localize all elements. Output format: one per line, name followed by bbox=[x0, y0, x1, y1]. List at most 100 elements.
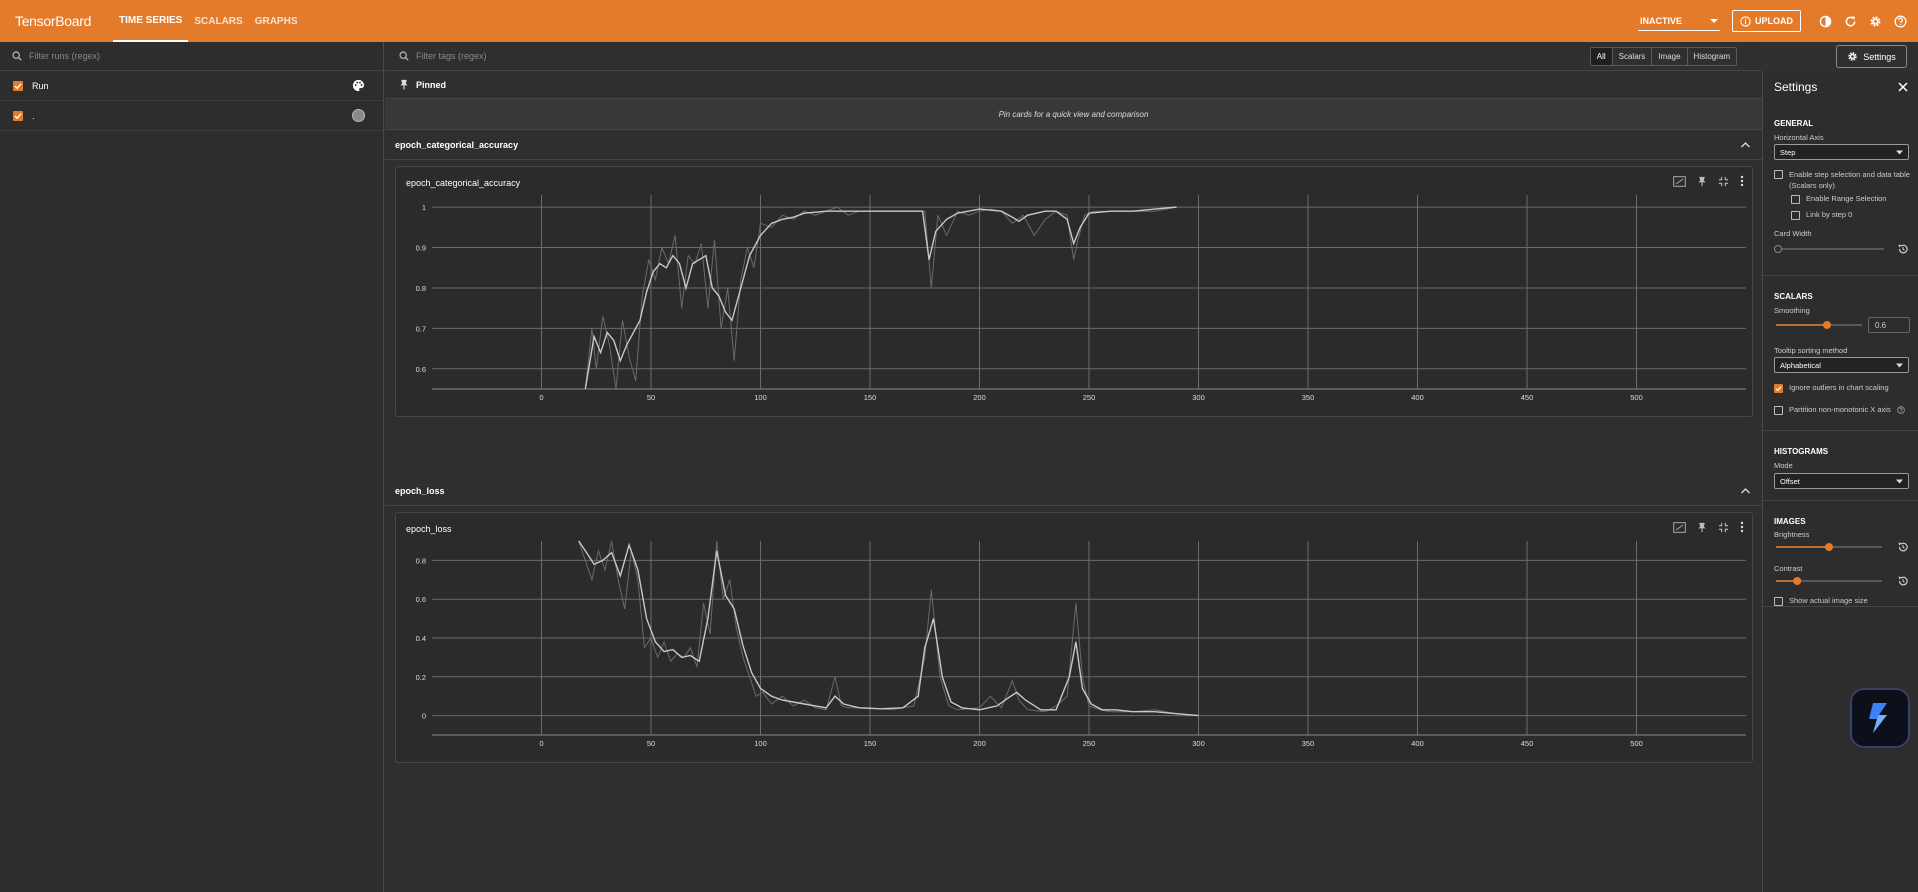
link-step-option[interactable]: Link by step 0 bbox=[1791, 210, 1852, 220]
card-width-slider[interactable] bbox=[1774, 243, 1886, 255]
upload-button[interactable]: UPLOAD bbox=[1732, 10, 1801, 32]
step-selection-sublabel: (Scalars only) bbox=[1789, 181, 1835, 190]
reload-button[interactable] bbox=[1838, 0, 1863, 42]
partition-checkbox[interactable] bbox=[1774, 406, 1783, 415]
reset-icon[interactable] bbox=[1897, 541, 1909, 553]
x-tick-label: 450 bbox=[1521, 393, 1534, 402]
gear-icon bbox=[1870, 15, 1881, 27]
brand-logo[interactable]: TensorBoard bbox=[15, 13, 92, 29]
help-outline-icon[interactable] bbox=[1896, 406, 1905, 414]
group-title: epoch_loss bbox=[395, 486, 445, 496]
fullscreen-icon[interactable] bbox=[1718, 522, 1729, 533]
step-selection-option[interactable]: Enable step selection and data table (Sc… bbox=[1774, 169, 1910, 191]
scalar-card-accuracy: 0.6 0.7 0.8 0.9 1 0 50 100 150 200 250 300 350 400 450… bbox=[395, 166, 1753, 417]
runs-filter[interactable]: Filter runs (regex) bbox=[0, 42, 383, 71]
ignore-outliers-option[interactable]: Ignore outliers in chart scaling bbox=[1774, 383, 1889, 393]
select-all-runs-checkbox[interactable] bbox=[13, 80, 23, 91]
fit-domain-icon[interactable] bbox=[1673, 175, 1686, 187]
chevron-up-icon[interactable] bbox=[1741, 488, 1750, 494]
card-toolbar bbox=[1673, 521, 1744, 533]
run-row[interactable]: . bbox=[0, 101, 383, 131]
card-title: epoch_loss bbox=[406, 524, 452, 534]
partition-option[interactable]: Partition non-monotonic X axis bbox=[1774, 405, 1905, 415]
type-scalars-button[interactable]: Scalars bbox=[1612, 48, 1653, 65]
smoothing-input[interactable]: 0.6 bbox=[1868, 317, 1910, 333]
accuracy-line-chart[interactable]: 0.6 0.7 0.8 0.9 1 0 50 100 150 200 250 300 350 400 450… bbox=[396, 167, 1754, 418]
chevron-up-icon[interactable] bbox=[1741, 142, 1750, 148]
floating-assistant-button[interactable] bbox=[1852, 690, 1908, 746]
contrast-icon bbox=[1819, 15, 1832, 27]
actual-size-checkbox[interactable] bbox=[1774, 597, 1783, 606]
tab-scalars[interactable]: SCALARS bbox=[194, 15, 243, 27]
run-name: . bbox=[32, 110, 35, 121]
step-selection-label: Enable step selection and data table bbox=[1789, 170, 1910, 179]
smoothing-slider[interactable] bbox=[1774, 319, 1864, 331]
tooltip-sort-select[interactable]: Alphabetical bbox=[1774, 357, 1909, 373]
contrast-slider[interactable] bbox=[1774, 575, 1886, 587]
x-tick-label: 50 bbox=[647, 393, 655, 402]
range-selection-option[interactable]: Enable Range Selection bbox=[1791, 194, 1886, 204]
settings-gear-button[interactable] bbox=[1863, 0, 1888, 42]
caret-down-icon bbox=[1896, 363, 1903, 367]
palette-button[interactable] bbox=[352, 79, 365, 92]
help-icon bbox=[1894, 14, 1907, 28]
scalars-heading: SCALARS bbox=[1774, 292, 1813, 301]
images-heading: IMAGES bbox=[1774, 517, 1806, 526]
theme-toggle-button[interactable] bbox=[1813, 0, 1838, 42]
x-tick-label: 250 bbox=[1083, 393, 1096, 402]
general-heading: GENERAL bbox=[1774, 119, 1814, 128]
slider-thumb[interactable] bbox=[1825, 543, 1833, 551]
actual-size-option[interactable]: Show actual image size bbox=[1774, 596, 1868, 606]
main-content: Filter tags (regex) All Scalars Image Hi… bbox=[385, 42, 1762, 892]
info-icon bbox=[1740, 15, 1751, 27]
y-tick-label: 0.7 bbox=[416, 324, 426, 333]
horizontal-axis-select[interactable]: Step bbox=[1774, 144, 1909, 160]
help-button[interactable] bbox=[1888, 0, 1913, 42]
histogram-mode-label: Mode bbox=[1774, 461, 1793, 470]
histograms-heading: HISTOGRAMS bbox=[1774, 447, 1829, 456]
x-tick-label: 500 bbox=[1630, 739, 1643, 748]
tag-filter-bar: Filter tags (regex) All Scalars Image Hi… bbox=[385, 42, 1762, 71]
settings-toggle-button[interactable]: Settings bbox=[1836, 45, 1907, 68]
brightness-slider[interactable] bbox=[1774, 541, 1886, 553]
x-tick-label: 350 bbox=[1302, 739, 1315, 748]
type-image-button[interactable]: Image bbox=[1652, 48, 1688, 65]
histogram-mode-select[interactable]: Offset bbox=[1774, 473, 1909, 489]
range-selection-checkbox[interactable] bbox=[1791, 195, 1800, 204]
pin-card-icon[interactable] bbox=[1697, 522, 1707, 533]
pin-card-icon[interactable] bbox=[1697, 176, 1707, 187]
plugin-type-toggle: All Scalars Image Histogram bbox=[1589, 47, 1737, 66]
runs-filter-input[interactable]: Filter runs (regex) bbox=[29, 51, 101, 61]
x-tick-label: 400 bbox=[1411, 393, 1424, 402]
more-vert-icon[interactable] bbox=[1740, 521, 1744, 533]
type-histogram-button[interactable]: Histogram bbox=[1687, 48, 1736, 65]
slider-thumb[interactable] bbox=[1793, 577, 1802, 585]
step-selection-checkbox[interactable] bbox=[1774, 170, 1783, 179]
group-header-loss[interactable]: epoch_loss bbox=[385, 477, 1762, 506]
tooltip-sort-value: Alphabetical bbox=[1780, 360, 1821, 370]
tab-graphs[interactable]: GRAPHS bbox=[254, 15, 298, 27]
smoothing-label: Smoothing bbox=[1774, 306, 1810, 315]
loss-line-chart[interactable]: 0 0.2 0.4 0.6 0.8 0 50 100 150 200 250 300 350 400 450… bbox=[396, 513, 1754, 764]
caret-down-icon bbox=[1896, 150, 1903, 154]
fullscreen-icon[interactable] bbox=[1718, 176, 1729, 187]
x-tick-label: 150 bbox=[864, 739, 877, 748]
more-vert-icon[interactable] bbox=[1740, 175, 1744, 187]
run-color-swatch bbox=[352, 109, 365, 122]
ignore-outliers-checkbox[interactable] bbox=[1774, 384, 1783, 393]
reset-icon[interactable] bbox=[1897, 243, 1909, 255]
run-checkbox[interactable] bbox=[13, 110, 23, 121]
group-header-accuracy[interactable]: epoch_categorical_accuracy bbox=[385, 131, 1762, 160]
horizontal-axis-label: Horizontal Axis bbox=[1774, 133, 1824, 142]
contrast-label: Contrast bbox=[1774, 564, 1803, 573]
close-icon[interactable] bbox=[1898, 82, 1908, 92]
link-step-checkbox[interactable] bbox=[1791, 211, 1800, 220]
type-all-button[interactable]: All bbox=[1590, 48, 1613, 65]
run-color-picker[interactable] bbox=[352, 109, 365, 122]
tag-filter-input[interactable]: Filter tags (regex) bbox=[416, 51, 487, 61]
reset-icon[interactable] bbox=[1897, 575, 1909, 587]
x-tick-label: 500 bbox=[1630, 393, 1643, 402]
tab-time-series[interactable]: TIME SERIES bbox=[113, 0, 189, 42]
fit-domain-icon[interactable] bbox=[1673, 521, 1686, 533]
plugin-select-dropdown[interactable]: INACTIVE bbox=[1638, 11, 1720, 31]
